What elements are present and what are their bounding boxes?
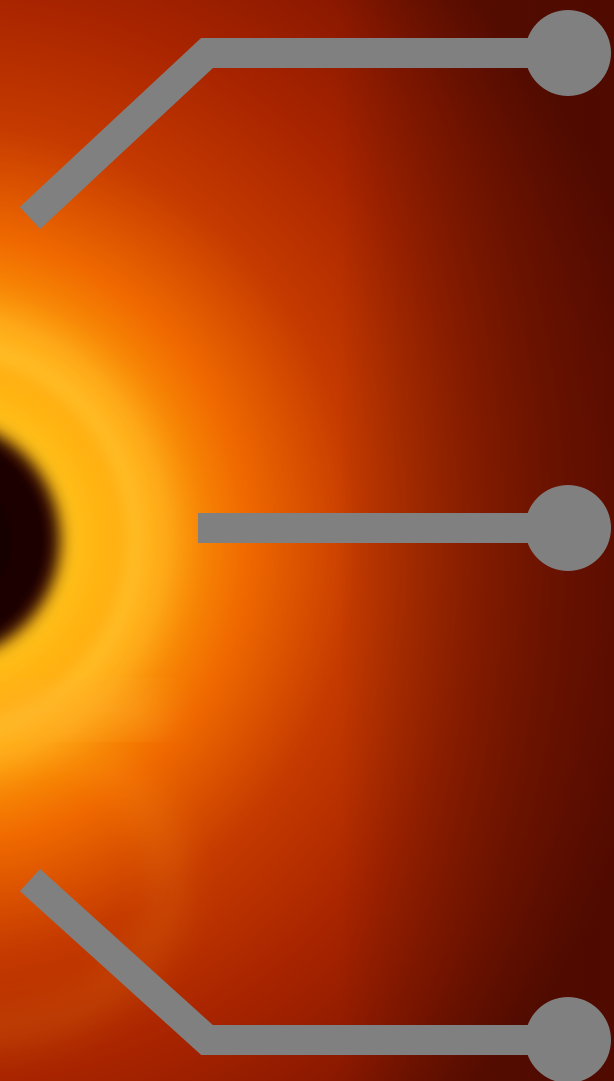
callout-top-line [19, 38, 568, 229]
callout-bottom-line [19, 868, 568, 1055]
callout-top-dot [525, 10, 611, 96]
callout-middle-dot [525, 485, 611, 571]
callout-top [19, 10, 611, 229]
callout-bottom [19, 868, 611, 1081]
callout-middle [198, 485, 611, 571]
callout-bottom-dot [525, 997, 611, 1081]
